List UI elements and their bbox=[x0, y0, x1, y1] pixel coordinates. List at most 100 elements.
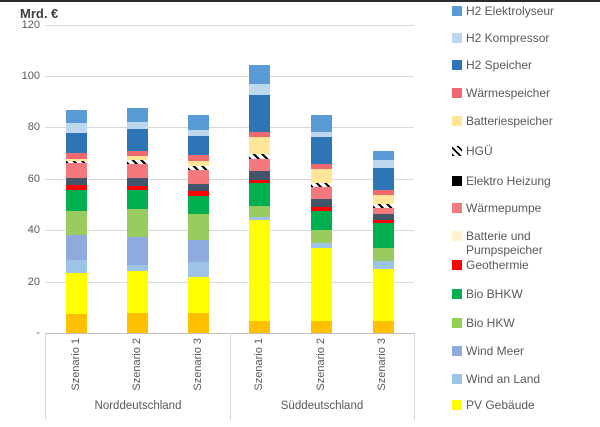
x-axis-category-label: Szenario 1 bbox=[253, 338, 265, 391]
legend-item: Wärmespeicher bbox=[452, 86, 550, 100]
bar-segment bbox=[373, 214, 394, 220]
legend-label: Wind Meer bbox=[466, 344, 525, 358]
chart-title: Mrd. € bbox=[20, 6, 59, 21]
bar-segment bbox=[127, 209, 148, 237]
gridline bbox=[45, 282, 414, 283]
legend-swatch bbox=[452, 260, 462, 270]
bar-segment bbox=[311, 187, 332, 199]
bar-segment bbox=[188, 170, 209, 184]
legend-label: PV Gebäude bbox=[466, 398, 535, 412]
x-axis-category-label: Szenario 3 bbox=[192, 338, 204, 391]
bar-segment bbox=[311, 169, 332, 183]
legend-swatch bbox=[452, 400, 462, 410]
legend-item: Wärmepumpe bbox=[452, 201, 541, 215]
legend-label: Geothermie bbox=[466, 258, 529, 272]
legend-label: Wind an Land bbox=[466, 372, 541, 386]
y-axis-tick-label: 20 bbox=[27, 276, 40, 288]
bar-segment bbox=[249, 321, 270, 333]
y-axis-tick-label: 80 bbox=[27, 121, 40, 133]
legend-label: Bio HKW bbox=[466, 316, 515, 330]
bar-segment bbox=[311, 132, 332, 137]
bar-segment bbox=[311, 243, 332, 248]
gridline bbox=[45, 127, 414, 128]
bar-segment bbox=[66, 163, 87, 178]
bar-segment bbox=[127, 186, 148, 190]
legend-label: H2 Kompressor bbox=[466, 31, 550, 45]
x-axis-category-label: Szenario 3 bbox=[376, 338, 388, 391]
legend-swatch bbox=[452, 203, 462, 213]
legend-swatch bbox=[452, 346, 462, 356]
bar-segment bbox=[249, 154, 270, 159]
legend-swatch bbox=[452, 60, 462, 70]
y-axis-tick-label: 100 bbox=[21, 70, 40, 82]
legend-item: H2 Kompressor bbox=[452, 31, 549, 45]
legend-item: Wind Meer bbox=[452, 344, 524, 358]
bar-segment bbox=[311, 207, 332, 211]
bar-segment bbox=[66, 133, 87, 153]
bar-segment bbox=[188, 277, 209, 313]
category-separator-line bbox=[45, 333, 46, 420]
bar-segment bbox=[249, 180, 270, 183]
bar-segment bbox=[311, 115, 332, 132]
category-separator-line bbox=[230, 333, 231, 420]
x-axis-group-label: Süddeutschland bbox=[280, 400, 364, 412]
bar-segment bbox=[66, 159, 87, 161]
legend-label: Elektro Heizung bbox=[466, 174, 551, 188]
bar-segment bbox=[311, 211, 332, 230]
bar-segment bbox=[373, 208, 394, 214]
bar-segment bbox=[188, 136, 209, 155]
legend-item: Bio BHKW bbox=[452, 287, 523, 301]
bar-segment bbox=[188, 313, 209, 333]
gridline bbox=[45, 25, 414, 26]
bar-segment bbox=[188, 155, 209, 161]
bar-segment bbox=[127, 190, 148, 209]
bar-segment bbox=[311, 230, 332, 243]
bar-segment bbox=[127, 151, 148, 156]
bar-segment bbox=[127, 129, 148, 151]
bar-segment bbox=[127, 156, 148, 160]
bar-segment bbox=[66, 190, 87, 211]
bar-segment bbox=[311, 321, 332, 333]
bar-segment bbox=[249, 183, 270, 206]
bar-segment bbox=[373, 269, 394, 321]
bar-segment bbox=[249, 132, 270, 137]
legend-item: Elektro Heizung bbox=[452, 174, 551, 188]
bar-segment bbox=[127, 265, 148, 271]
x-axis-category-label: Szenario 1 bbox=[70, 338, 82, 391]
bar-segment bbox=[373, 190, 394, 195]
y-axis-tick-label: 120 bbox=[21, 19, 40, 31]
legend-item: Batteriespeicher bbox=[452, 114, 553, 128]
bar-segment bbox=[127, 237, 148, 265]
legend-item: PV Gebäude bbox=[452, 398, 535, 412]
bar-segment bbox=[66, 110, 87, 123]
bar-segment bbox=[373, 220, 394, 223]
bar-segment bbox=[249, 159, 270, 171]
bar-segment bbox=[188, 184, 209, 191]
legend-item: Wind an Land bbox=[452, 372, 540, 386]
window-top-edge bbox=[0, 0, 600, 2]
y-axis-tick-label: 40 bbox=[27, 224, 40, 236]
legend-swatch bbox=[452, 231, 462, 241]
bar-segment bbox=[127, 164, 148, 178]
legend-label: HGÜ bbox=[466, 144, 493, 158]
bar-segment bbox=[311, 183, 332, 187]
bar-segment bbox=[66, 178, 87, 185]
bar-segment bbox=[373, 248, 394, 261]
bar-segment bbox=[249, 171, 270, 180]
bar-segment bbox=[311, 164, 332, 169]
bar-segment bbox=[373, 160, 394, 168]
legend-swatch bbox=[452, 116, 462, 126]
bar-segment bbox=[311, 248, 332, 321]
chart-legend: H2 Elektrolyseur H2 Kompressor H2 Speicher… bbox=[452, 0, 600, 427]
bar-segment bbox=[249, 65, 270, 84]
x-axis-group-label: Norddeutschland bbox=[94, 400, 182, 412]
bar-segment bbox=[373, 168, 394, 190]
gridline bbox=[45, 179, 414, 180]
bar-segment bbox=[66, 260, 87, 273]
x-axis-category-label: Szenario 2 bbox=[131, 338, 143, 391]
legend-swatch bbox=[452, 33, 462, 43]
bar-segment bbox=[311, 137, 332, 164]
bar-segment bbox=[188, 240, 209, 262]
bar-segment bbox=[66, 185, 87, 190]
